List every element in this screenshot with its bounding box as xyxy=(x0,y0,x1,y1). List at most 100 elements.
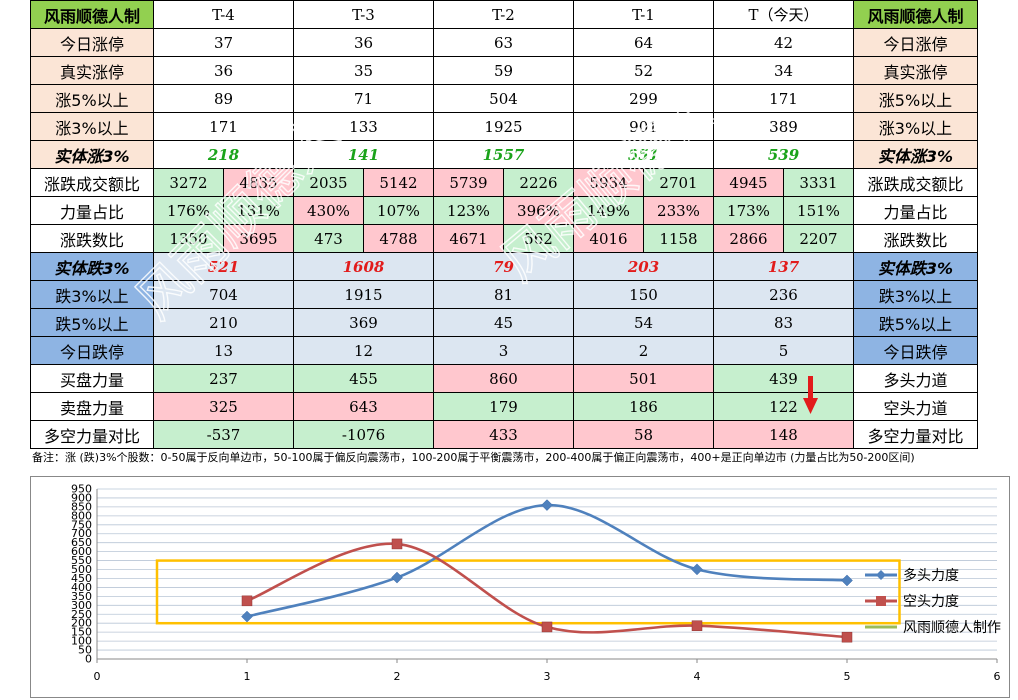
row-value: 83 xyxy=(713,308,854,337)
legend-label: 空头力度 xyxy=(903,594,959,610)
y-tick-label: 750 xyxy=(71,518,92,531)
table-header-row: 风雨顺德人制 T-4 T-3 T-2 T-1 T（今天） 风雨顺德人制 xyxy=(30,0,978,29)
row-label-right: 真实涨停 xyxy=(853,56,978,85)
row-label-right: 空头力道 xyxy=(853,392,978,421)
row-value: 2207 xyxy=(783,224,854,253)
row-label: 今日涨停 xyxy=(30,28,154,57)
row-value: 369 xyxy=(293,308,434,337)
row-value: 4835 xyxy=(223,168,294,197)
row-value: 236 xyxy=(713,280,854,309)
data-point xyxy=(391,538,403,550)
row-value: 396% xyxy=(503,196,574,225)
row-value: 63 xyxy=(433,28,574,57)
row-label: 真实涨停 xyxy=(30,56,154,85)
row-value: 218 xyxy=(153,140,294,169)
row-value: 36 xyxy=(153,56,294,85)
y-tick-label: 250 xyxy=(71,608,92,621)
x-tick-label: 0 xyxy=(94,670,101,683)
row-label: 涨跌成交额比 xyxy=(30,168,154,197)
row-value: 133 xyxy=(293,112,434,141)
row-value: 3331 xyxy=(783,168,854,197)
data-point xyxy=(541,621,553,633)
row-label-right: 跌3%以上 xyxy=(853,280,978,309)
header-title-left: 风雨顺德人制 xyxy=(30,0,154,29)
y-tick-label: 100 xyxy=(71,635,92,648)
x-tick-label: 4 xyxy=(694,670,701,683)
row-value: 149% xyxy=(573,196,644,225)
row-value: 521 xyxy=(153,252,294,281)
row-label-right: 今日涨停 xyxy=(853,28,978,57)
row-value: 89 xyxy=(153,84,294,113)
row-value: 4016 xyxy=(573,224,644,253)
data-point xyxy=(841,574,853,587)
row-value: 150 xyxy=(573,280,714,309)
row-value: 237 xyxy=(153,364,294,393)
x-tick-label: 2 xyxy=(394,670,401,683)
row-value: 704 xyxy=(153,280,294,309)
table-row: 跌3%以上 704 1915 81 150 236 跌3%以上 xyxy=(30,280,978,309)
x-tick-label: 1 xyxy=(244,670,251,683)
row-value: 473 xyxy=(293,224,364,253)
row-label: 买盘力量 xyxy=(30,364,154,393)
row-value: 34 xyxy=(713,56,854,85)
header-day: T-1 xyxy=(573,0,714,29)
row-value: 901 xyxy=(573,112,714,141)
table-row: 卖盘力量 325 643 179 186 122 空头力道 xyxy=(30,392,978,421)
row-value: 210 xyxy=(153,308,294,337)
table-row: 今日涨停 37 36 63 64 42 今日涨停 xyxy=(30,28,978,57)
x-tick-label: 6 xyxy=(994,670,1001,683)
row-value: 389 xyxy=(713,112,854,141)
row-value: 2866 xyxy=(713,224,784,253)
table-row: 涨跌数比 1350 3695 473 4788 4671 562 4016 1158 2866 22… xyxy=(30,224,978,253)
row-value: 4671 xyxy=(433,224,504,253)
y-tick-label: 900 xyxy=(71,491,92,504)
data-point xyxy=(691,563,703,576)
row-value: 1557 xyxy=(433,140,574,169)
row-value: 860 xyxy=(433,364,574,393)
row-value: 59 xyxy=(433,56,574,85)
y-tick-label: 500 xyxy=(71,563,92,576)
row-label-right: 涨5%以上 xyxy=(853,84,978,113)
row-value: 141 xyxy=(293,140,434,169)
row-value: 79 xyxy=(433,252,574,281)
row-value: 123% xyxy=(433,196,504,225)
row-value: 439 xyxy=(713,364,854,393)
row-value: 4945 xyxy=(713,168,784,197)
row-value: 4788 xyxy=(363,224,434,253)
data-point xyxy=(691,620,703,631)
line-chart: 0501001502002503003504004505005506006507… xyxy=(30,476,1010,698)
row-value: 2226 xyxy=(503,168,574,197)
row-value: 643 xyxy=(293,392,434,421)
row-value: 64 xyxy=(573,28,714,57)
row-value: 122 xyxy=(713,392,854,421)
down-arrow-icon xyxy=(803,376,818,414)
row-value: 1350 xyxy=(153,224,224,253)
row-value: 54 xyxy=(573,308,714,337)
row-label-right: 今日跌停 xyxy=(853,336,978,365)
row-value: 455 xyxy=(293,364,434,393)
row-label: 涨跌数比 xyxy=(30,224,154,253)
legend-label: 风雨顺德人制作 xyxy=(903,620,1001,636)
row-value: 107% xyxy=(363,196,434,225)
row-value: 71 xyxy=(293,84,434,113)
header-title-right: 风雨顺德人制 xyxy=(853,0,978,29)
row-value: 562 xyxy=(503,224,574,253)
data-point xyxy=(541,499,553,511)
row-label: 卖盘力量 xyxy=(30,392,154,421)
row-label-right: 跌5%以上 xyxy=(853,308,978,337)
row-label: 涨5%以上 xyxy=(30,84,154,113)
header-day: T-3 xyxy=(293,0,434,29)
row-value: 81 xyxy=(433,280,574,309)
table-row: 今日跌停 13 12 3 2 5 今日跌停 xyxy=(30,336,978,365)
data-point xyxy=(241,610,253,623)
row-label-right: 力量占比 xyxy=(853,196,978,225)
data-table: 风雨顺德人制 T-4 T-3 T-2 T-1 T（今天） 风雨顺德人制 今日涨停 37 36 63 6… xyxy=(30,0,978,449)
row-value: 2 xyxy=(573,336,714,365)
row-value: 233% xyxy=(643,196,714,225)
y-tick-label: 550 xyxy=(71,554,92,567)
x-tick-label: 5 xyxy=(844,670,851,683)
row-value: 3272 xyxy=(153,168,224,197)
row-value: 45 xyxy=(433,308,574,337)
row-value: 504 xyxy=(433,84,574,113)
header-day: T-4 xyxy=(153,0,294,29)
